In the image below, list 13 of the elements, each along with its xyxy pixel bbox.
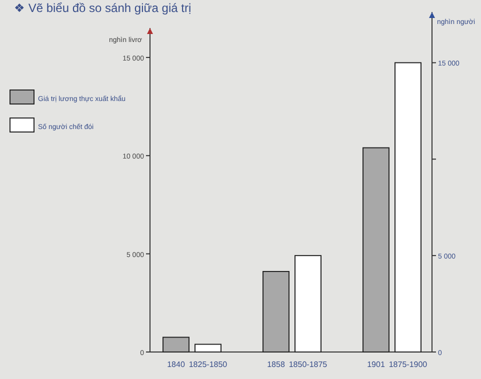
bar [162, 336, 190, 352]
bar [294, 255, 322, 352]
x-tick-label: 1875-1900 [388, 360, 428, 369]
bar [194, 344, 222, 352]
bar [394, 62, 422, 352]
bar [362, 147, 390, 352]
x-tick-label: 1858 [267, 360, 286, 369]
chart-title: ❖ Vẽ biểu đồ so sánh giữa giá trị [14, 1, 192, 15]
x-tick-label: 1901 [367, 360, 386, 369]
bar [262, 270, 290, 352]
x-tick-label: 1850-1875 [288, 360, 328, 369]
x-tick-label: 1825-1850 [188, 360, 228, 369]
x-tick-label: 1840 [167, 360, 186, 369]
